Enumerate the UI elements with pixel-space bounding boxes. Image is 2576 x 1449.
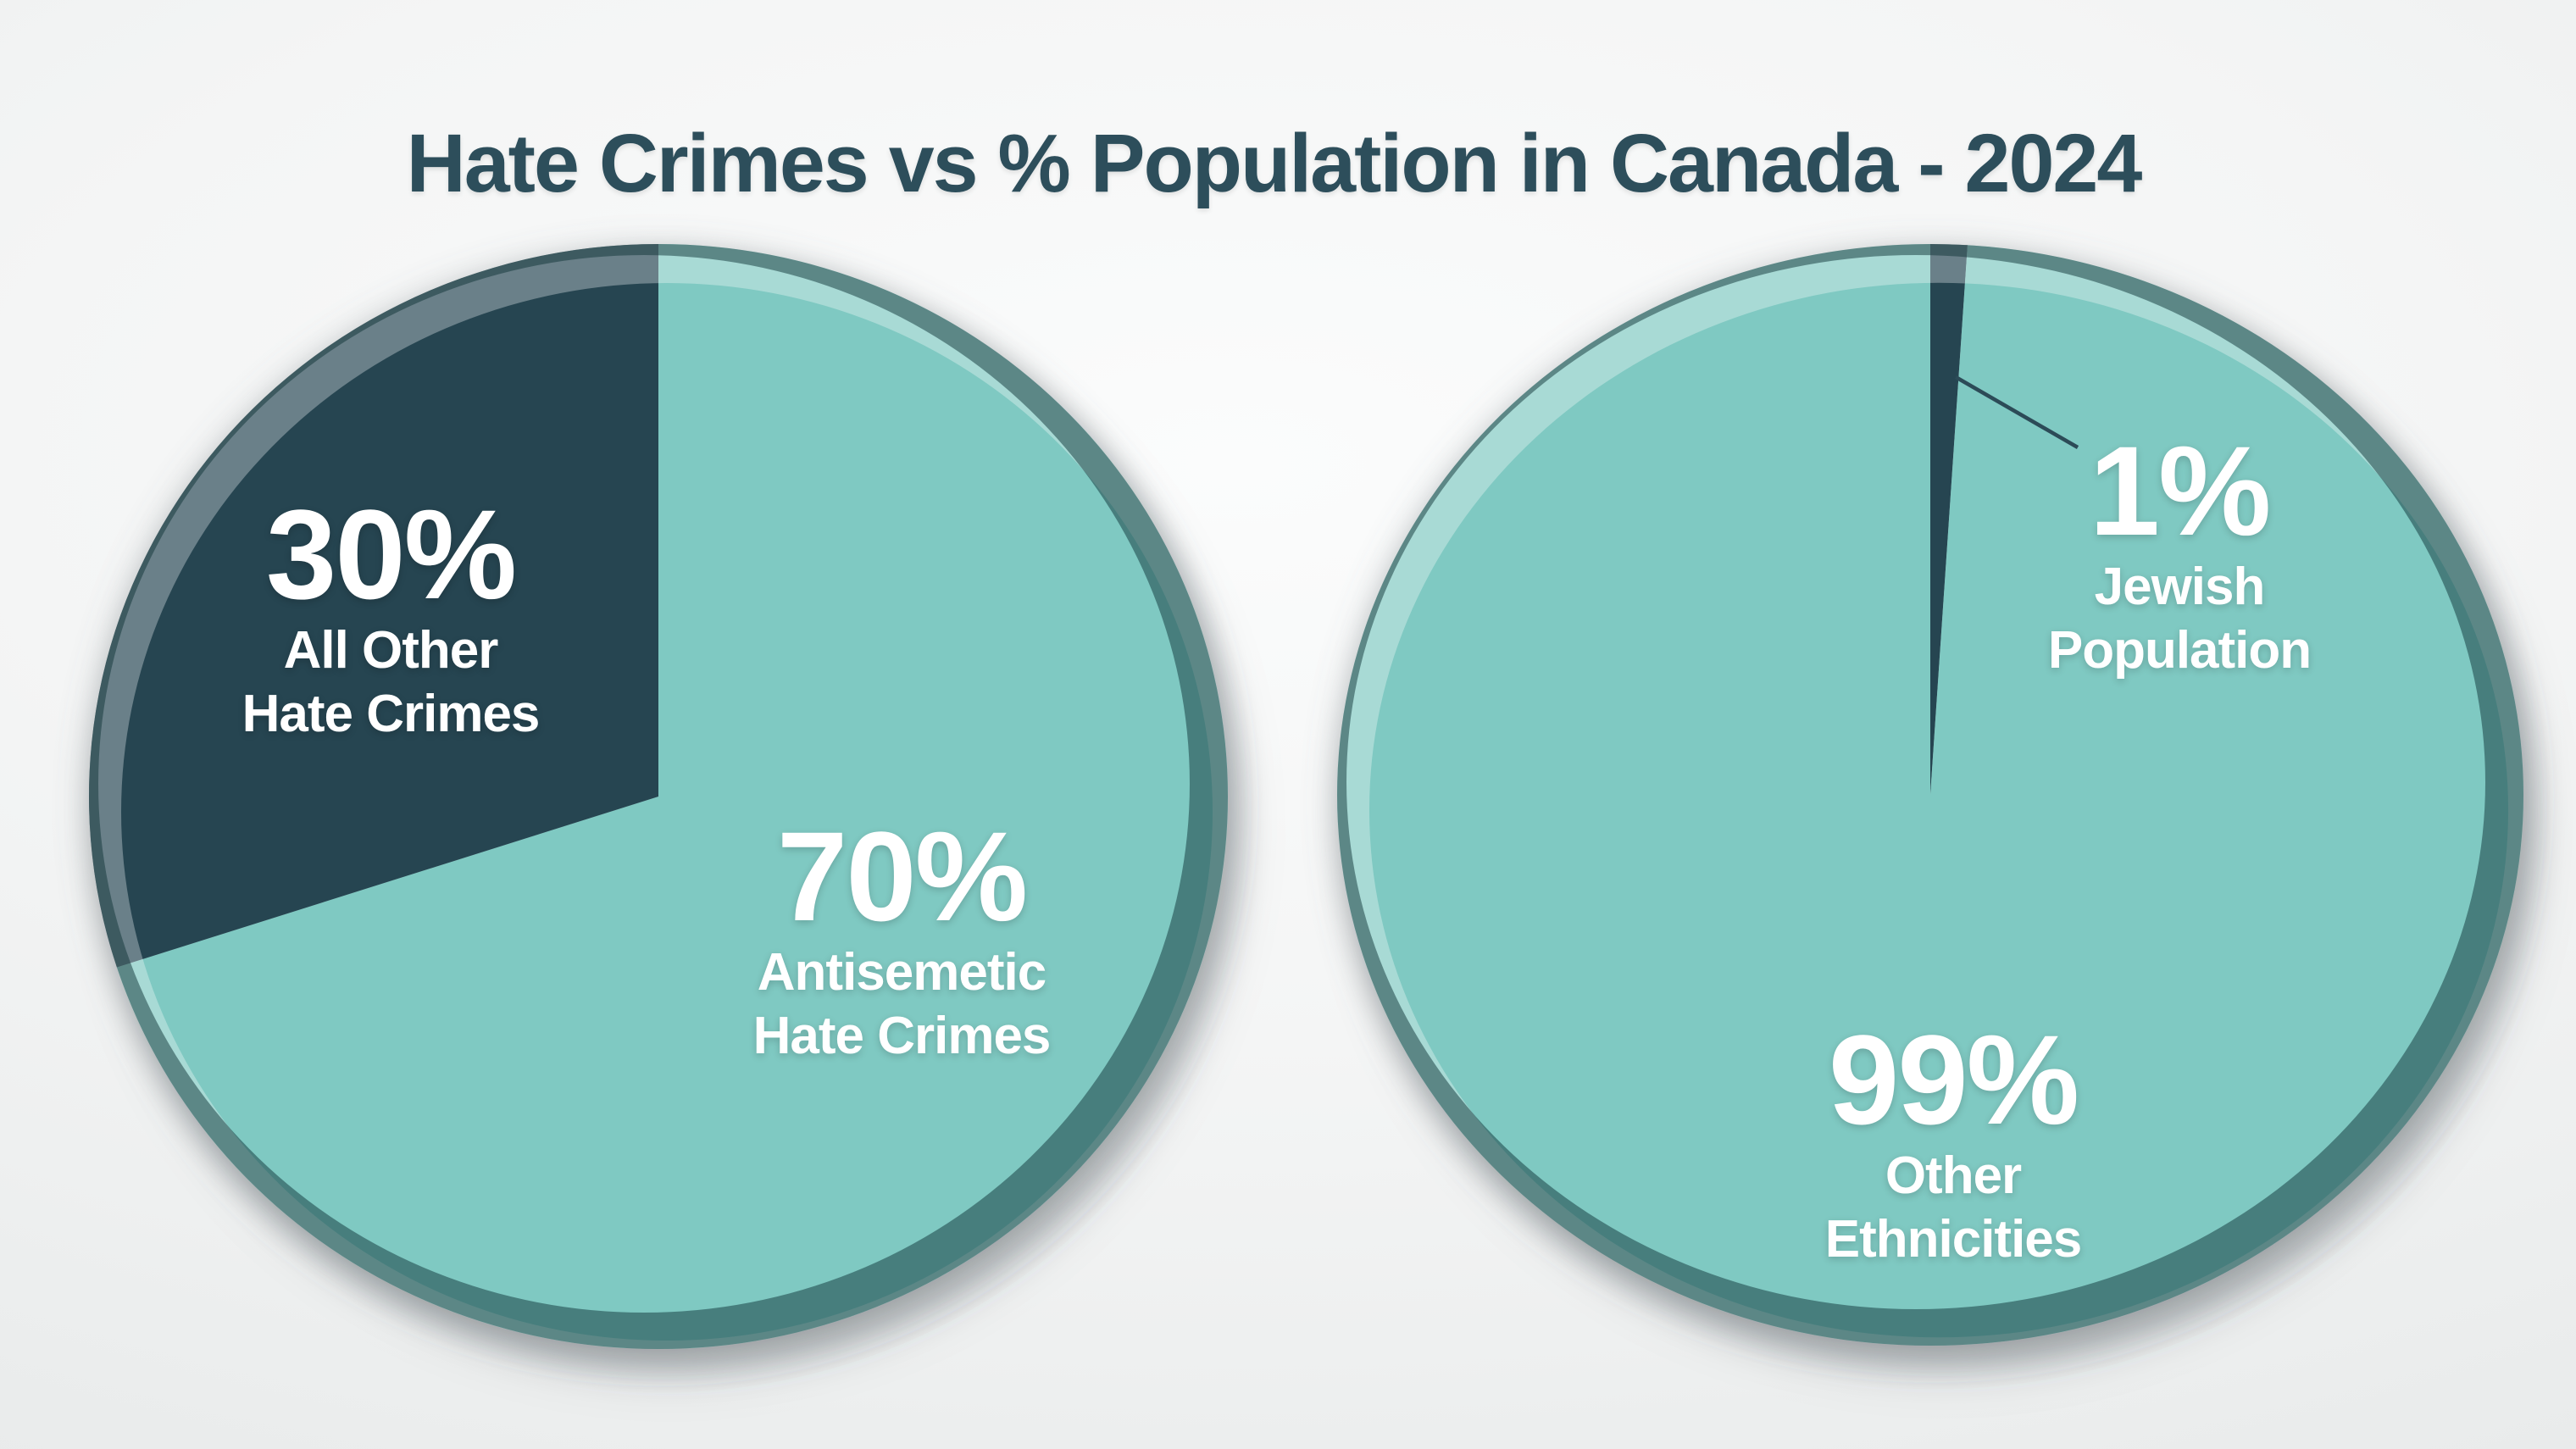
label-line: Other (1885, 1146, 2022, 1205)
pie-hate-crimes (88, 244, 1228, 1349)
label-other-ethnicities: 99% Other Ethnicities (1824, 1008, 2083, 1271)
pct-value: 70% (776, 805, 1028, 947)
label-line: Antisemetic (757, 943, 1046, 1002)
label-jewish-population: 1% Jewish Population (2047, 419, 2312, 682)
page-title: Hate Crimes vs % Population in Canada - … (406, 116, 2143, 209)
label-line: Jewish (2094, 558, 2266, 616)
label-line: Hate Crimes (752, 1007, 1052, 1065)
label-all-other-hate-crimes: 30% All Other Hate Crimes (242, 483, 541, 746)
label-antisemetic-hate-crimes: 70% Antisemetic Hate Crimes (752, 805, 1052, 1068)
pie-population (1336, 243, 2523, 1346)
slice-antisemetic-hate-crimes (116, 244, 1228, 1349)
slice-other-ethnicities (1336, 243, 2523, 1346)
slice-all-other-hate-crimes (88, 244, 659, 968)
slice-jewish-population (1930, 244, 1968, 795)
label-line: Hate Crimes (242, 685, 541, 743)
label-line: Population (2047, 621, 2312, 680)
pct-value: 99% (1828, 1008, 2079, 1151)
label-line: Ethnicities (1824, 1210, 2083, 1269)
pct-value: 1% (2089, 419, 2272, 562)
label-line: All Other (283, 621, 499, 680)
leader-line-jewish-population (1954, 375, 2079, 449)
pct-value: 30% (265, 483, 517, 625)
